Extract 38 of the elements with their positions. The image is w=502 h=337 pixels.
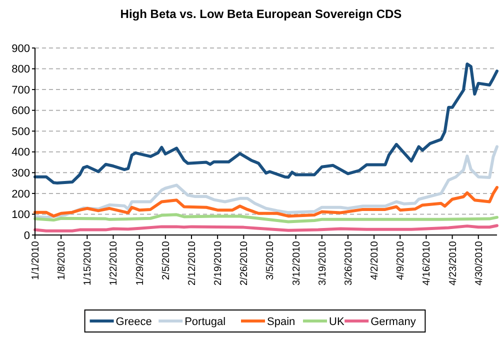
x-tick-label: 2/12/2010: [186, 240, 198, 286]
y-tick-label: 300: [12, 168, 30, 180]
x-tick-label: 1/1/2010: [30, 240, 42, 280]
x-tick-label: 4/23/2010: [448, 240, 459, 286]
x-tick-label: 3/19/2010: [317, 240, 328, 286]
x-tick-label: 2/19/2010: [213, 240, 224, 286]
x-tick-label: 3/5/2010: [265, 240, 276, 280]
x-tick-label: 4/30/2010: [474, 240, 485, 286]
y-tick-label: 800: [12, 64, 30, 76]
line-series: [34, 213, 498, 224]
x-tick-label: 1/29/2010: [134, 240, 146, 286]
line-series: [34, 186, 498, 218]
y-tick-label: 100: [12, 209, 30, 222]
x-tick-label: 1/22/2010: [108, 240, 120, 286]
x-tick-label: 2/26/2010: [239, 240, 250, 286]
x-tick-label: 1/15/2010: [82, 240, 94, 286]
legend-label: Spain: [267, 316, 296, 328]
legend-label: Greece: [116, 316, 152, 328]
x-tick-label: 4/16/2010: [422, 240, 433, 286]
x-tick-label: 3/26/2010: [343, 240, 354, 286]
x-tick-label: 2/5/2010: [160, 240, 172, 280]
y-tick-label: 400: [12, 146, 30, 159]
y-tick-label: 900: [12, 42, 30, 55]
y-tick-label: 200: [12, 188, 30, 200]
line-series: [34, 62, 498, 185]
x-tick-label: 4/9/2010: [396, 240, 407, 280]
y-tick-label: 500: [12, 126, 30, 138]
y-tick-label: 0: [24, 230, 30, 242]
line-series: [34, 145, 498, 219]
y-tick-label: 700: [12, 84, 30, 96]
legend-label: UK: [329, 316, 345, 328]
x-tick-label: 3/12/2010: [291, 240, 302, 286]
y-tick-label: 600: [12, 105, 30, 118]
x-tick-label: 4/2/2010: [370, 240, 381, 280]
legend-label: Germany: [370, 316, 416, 328]
chart-title: High Beta vs. Low Beta European Sovereign CDS: [120, 7, 402, 21]
x-tick-label: 1/8/2010: [56, 240, 68, 280]
legend-label: Portugal: [184, 316, 226, 328]
